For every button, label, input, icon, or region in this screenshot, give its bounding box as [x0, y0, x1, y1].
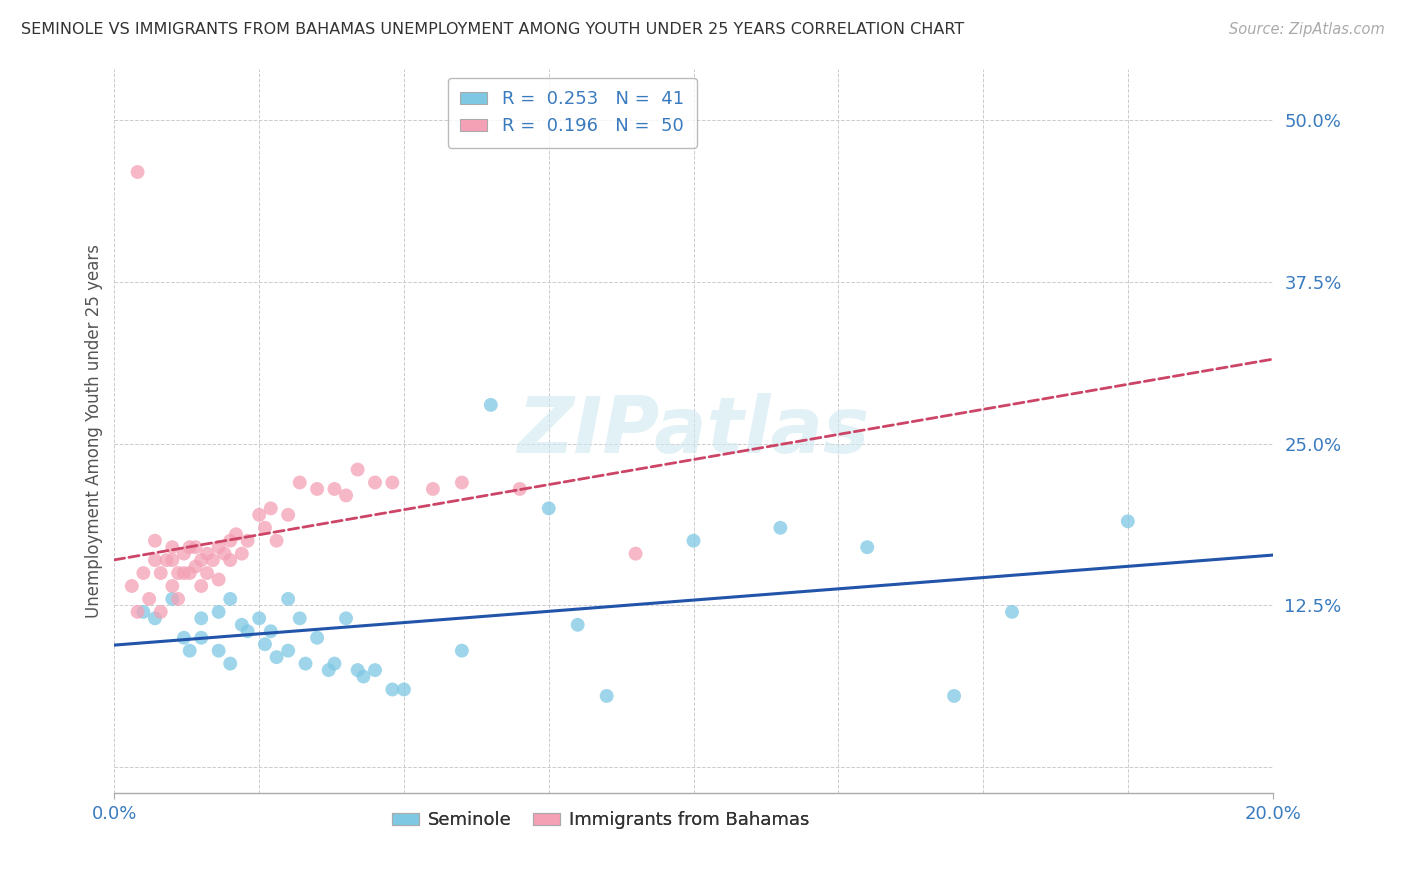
Point — [173, 566, 195, 580]
Point — [162, 540, 184, 554]
Point — [260, 501, 283, 516]
Point — [346, 462, 368, 476]
Point — [288, 611, 311, 625]
Point — [1001, 605, 1024, 619]
Point — [567, 617, 589, 632]
Point — [132, 566, 155, 580]
Point — [167, 566, 190, 580]
Point — [219, 657, 242, 671]
Point — [323, 482, 346, 496]
Point — [190, 553, 212, 567]
Point — [381, 682, 404, 697]
Point — [208, 643, 231, 657]
Point — [335, 611, 357, 625]
Point — [162, 591, 184, 606]
Point — [219, 553, 242, 567]
Point — [219, 591, 242, 606]
Point — [277, 508, 299, 522]
Point — [184, 559, 207, 574]
Point — [121, 579, 143, 593]
Point — [352, 669, 374, 683]
Point — [318, 663, 340, 677]
Point — [277, 591, 299, 606]
Point — [422, 482, 444, 496]
Point — [266, 650, 288, 665]
Point — [173, 547, 195, 561]
Point — [190, 631, 212, 645]
Point — [132, 605, 155, 619]
Point — [624, 547, 647, 561]
Point — [179, 643, 201, 657]
Point — [190, 611, 212, 625]
Point — [294, 657, 316, 671]
Point — [231, 617, 253, 632]
Point — [253, 637, 276, 651]
Point — [225, 527, 247, 541]
Point — [162, 553, 184, 567]
Point — [214, 547, 236, 561]
Point — [149, 566, 172, 580]
Point — [769, 521, 792, 535]
Point — [195, 566, 218, 580]
Point — [195, 547, 218, 561]
Point — [143, 533, 166, 548]
Text: Source: ZipAtlas.com: Source: ZipAtlas.com — [1229, 22, 1385, 37]
Point — [143, 553, 166, 567]
Point — [364, 475, 387, 490]
Point — [509, 482, 531, 496]
Point — [595, 689, 617, 703]
Point — [260, 624, 283, 639]
Point — [155, 553, 177, 567]
Point — [247, 508, 270, 522]
Point — [307, 631, 329, 645]
Point — [856, 540, 879, 554]
Point — [479, 398, 502, 412]
Point — [143, 611, 166, 625]
Point — [184, 540, 207, 554]
Point — [231, 547, 253, 561]
Text: SEMINOLE VS IMMIGRANTS FROM BAHAMAS UNEMPLOYMENT AMONG YOUTH UNDER 25 YEARS CORR: SEMINOLE VS IMMIGRANTS FROM BAHAMAS UNEM… — [21, 22, 965, 37]
Point — [1116, 514, 1139, 528]
Point — [288, 475, 311, 490]
Point — [127, 165, 149, 179]
Point — [219, 533, 242, 548]
Point — [190, 579, 212, 593]
Point — [943, 689, 966, 703]
Point — [162, 579, 184, 593]
Point — [173, 631, 195, 645]
Point — [236, 624, 259, 639]
Point — [208, 573, 231, 587]
Point — [307, 482, 329, 496]
Point — [247, 611, 270, 625]
Point — [335, 488, 357, 502]
Point — [346, 663, 368, 677]
Point — [208, 605, 231, 619]
Point — [138, 591, 160, 606]
Point — [537, 501, 560, 516]
Point — [450, 475, 472, 490]
Y-axis label: Unemployment Among Youth under 25 years: Unemployment Among Youth under 25 years — [86, 244, 103, 618]
Point — [323, 657, 346, 671]
Point — [392, 682, 415, 697]
Text: ZIPatlas: ZIPatlas — [517, 392, 870, 469]
Point — [236, 533, 259, 548]
Point — [253, 521, 276, 535]
Legend: Seminole, Immigrants from Bahamas: Seminole, Immigrants from Bahamas — [382, 802, 818, 838]
Point — [127, 605, 149, 619]
Point — [179, 566, 201, 580]
Point — [167, 591, 190, 606]
Point — [179, 540, 201, 554]
Point — [277, 643, 299, 657]
Point — [381, 475, 404, 490]
Point — [149, 605, 172, 619]
Point — [450, 643, 472, 657]
Point — [201, 553, 224, 567]
Point — [364, 663, 387, 677]
Point — [682, 533, 704, 548]
Point — [208, 540, 231, 554]
Point — [266, 533, 288, 548]
